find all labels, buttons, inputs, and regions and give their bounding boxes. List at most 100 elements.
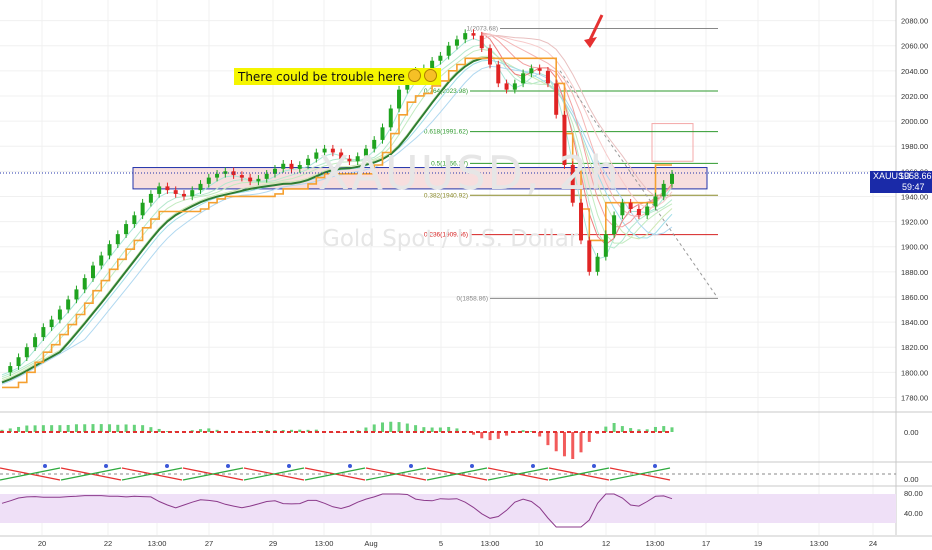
macd-histogram-bar — [339, 432, 343, 433]
current-price-tag: XAUUSD1958.66 59:47 — [870, 171, 932, 193]
candle-body — [256, 178, 261, 182]
candle-body — [99, 255, 104, 266]
x-tick-label: 24 — [869, 539, 877, 548]
macd-histogram-bar — [604, 426, 608, 432]
candle-body — [347, 158, 352, 162]
y-tick-label: 1920.00 — [901, 218, 928, 227]
oscillator-line — [243, 467, 305, 481]
x-tick-label: 27 — [205, 539, 213, 548]
x-tick-label: 29 — [269, 539, 277, 548]
oscillator-line — [609, 467, 671, 481]
macd-histogram-bar — [207, 428, 211, 432]
macd-histogram-bar — [116, 424, 120, 432]
macd-histogram-bar — [380, 422, 384, 432]
candle-body — [248, 177, 253, 182]
ema-ribbon-line — [1, 38, 673, 376]
candle-body — [281, 163, 286, 169]
macd-histogram-bar — [562, 432, 566, 457]
macd-histogram-bar — [662, 426, 666, 432]
rsi-tick-label: 40.00 — [904, 509, 923, 518]
candle-body — [545, 70, 550, 84]
macd-histogram-bar — [645, 429, 649, 432]
ema-ribbon-line — [481, 34, 673, 209]
candle-body — [206, 177, 211, 184]
macd-histogram-bar — [529, 431, 533, 432]
macd-histogram-bar — [538, 432, 542, 437]
macd-histogram-bar — [83, 424, 87, 432]
x-tick-label: 13:00 — [810, 539, 829, 548]
macd-histogram-bar — [141, 425, 145, 432]
candle-body — [628, 202, 633, 209]
macd-histogram-bar — [256, 431, 260, 432]
candle-body — [636, 209, 641, 216]
x-tick-label: 5 — [439, 539, 443, 548]
rsi-band — [0, 494, 896, 523]
macd-histogram-bar — [25, 425, 29, 432]
candle-body — [157, 186, 162, 194]
macd-histogram-bar — [447, 426, 451, 432]
candle-body — [314, 152, 319, 159]
candle-body — [570, 165, 575, 203]
ema-ribbon-line — [481, 34, 673, 199]
oscillator-line — [426, 467, 488, 481]
macd-histogram-bar — [587, 432, 591, 442]
oscillator-marker — [592, 464, 596, 468]
candle-body — [479, 35, 484, 49]
y-tick-label: 1900.00 — [901, 243, 928, 252]
macd-histogram-bar — [41, 425, 45, 432]
macd-histogram-bar — [414, 425, 418, 432]
candle-body — [148, 193, 153, 203]
macd-histogram-bar — [620, 426, 624, 432]
macd-histogram-bar — [99, 424, 103, 432]
macd-histogram-bar — [653, 426, 657, 432]
oscillator-line — [182, 467, 244, 481]
x-tick-label: 13:00 — [315, 539, 334, 548]
macd-histogram-bar — [157, 428, 161, 432]
macd-histogram-bar — [124, 424, 128, 432]
y-tick-label: 1840.00 — [901, 318, 928, 327]
candle-body — [372, 139, 377, 149]
candle-body — [115, 234, 120, 245]
annotation-callout[interactable]: There could be trouble here — [234, 68, 441, 85]
macd-histogram-bar — [455, 428, 459, 432]
candle-body — [471, 33, 476, 36]
oscillator-line — [487, 467, 549, 481]
target-box — [651, 123, 694, 162]
candle-body — [529, 68, 534, 74]
macd-histogram-bar — [149, 427, 153, 432]
macd-histogram-bar — [372, 424, 376, 432]
macd-histogram-bar — [306, 429, 310, 432]
macd-histogram-bar — [471, 432, 475, 435]
fib-level-label: 0.236(1909.56) — [424, 232, 468, 239]
y-tick-label: 1940.00 — [901, 192, 928, 201]
macd-histogram-bar — [91, 424, 95, 432]
macd-histogram-bar — [488, 432, 492, 441]
y-tick-label: 1860.00 — [901, 293, 928, 302]
candle-body — [215, 173, 220, 178]
candle-body — [198, 183, 203, 191]
candle-body — [653, 196, 658, 207]
candle-body — [554, 83, 559, 115]
candle-body — [297, 165, 302, 169]
candle-body — [264, 173, 269, 179]
candle-body — [339, 152, 344, 159]
candle-body — [24, 347, 29, 358]
y-tick-label: 2040.00 — [901, 67, 928, 76]
oscillator-line — [365, 467, 427, 481]
fib-level-label: 0.382(1940.92) — [424, 192, 468, 199]
oscillator-line — [121, 467, 183, 481]
ema-ribbon-line — [481, 32, 673, 228]
macd-histogram-bar — [629, 428, 633, 432]
x-tick-label: 10 — [535, 539, 543, 548]
fib-level-label: 0.618(1991.62) — [424, 129, 468, 136]
slow-ma-line — [1, 56, 491, 384]
emoji-icon — [423, 69, 437, 82]
candle-body — [66, 299, 71, 310]
fib-level-label: 0.5(1966.27) — [431, 160, 468, 167]
macd-histogram-bar — [314, 429, 318, 432]
candle-body — [355, 156, 360, 162]
ema-ribbon-line — [1, 48, 673, 380]
x-tick-label: 13:00 — [148, 539, 167, 548]
ema-ribbon-line — [1, 65, 673, 385]
